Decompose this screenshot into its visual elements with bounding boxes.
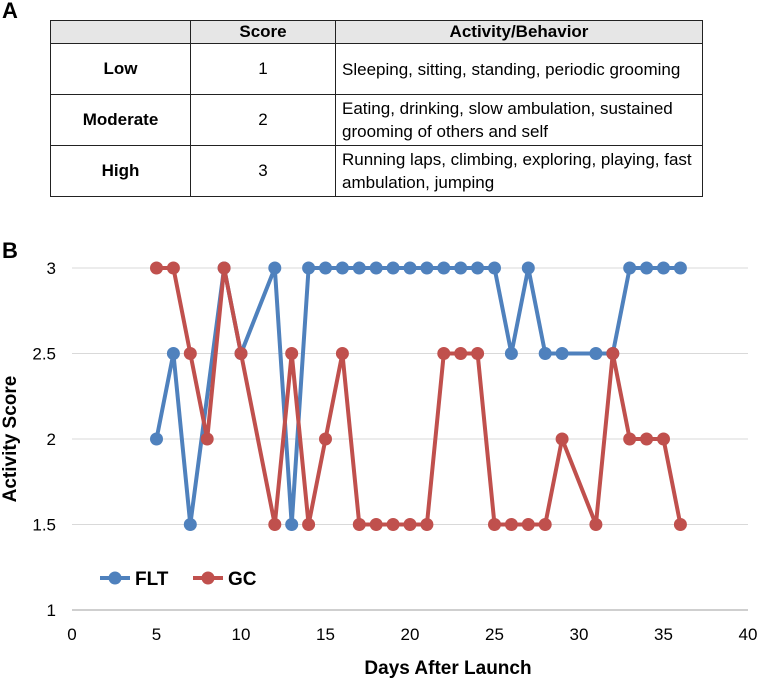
data-point-flt (352, 261, 366, 275)
data-point-flt (268, 261, 282, 275)
x-tick-label: 25 (485, 625, 504, 644)
data-point-gc (488, 518, 501, 531)
y-tick-label: 1 (47, 601, 56, 620)
activity-score-table: Score Activity/Behavior Low 1 Sleeping, … (50, 20, 703, 197)
data-point-flt (657, 261, 670, 275)
score-cell: 2 (190, 94, 336, 146)
data-point-flt (386, 261, 400, 275)
x-tick-label: 20 (401, 625, 420, 644)
data-point-gc (454, 347, 468, 360)
activity-level-cell: Low (50, 43, 191, 95)
x-tick-label: 5 (152, 625, 161, 644)
y-tick-label: 2.5 (32, 345, 56, 364)
activity-level-cell: Moderate (50, 94, 191, 146)
data-point-gc (437, 347, 451, 360)
series-line-flt (154, 266, 681, 527)
data-point-gc (555, 432, 569, 446)
data-point-flt (369, 261, 383, 275)
data-point-flt (673, 261, 687, 275)
data-point-flt (623, 261, 637, 275)
x-tick-label: 10 (232, 625, 251, 644)
x-tick-label: 15 (316, 625, 335, 644)
data-point-flt (437, 261, 451, 275)
data-point-flt (302, 261, 316, 275)
data-point-flt (521, 261, 535, 275)
y-tick-label: 1.5 (32, 516, 56, 535)
x-tick-label: 40 (739, 625, 758, 644)
data-point-gc (166, 261, 180, 275)
data-point-flt (538, 347, 552, 360)
data-point-flt (488, 261, 501, 275)
x-tick-label: 0 (67, 625, 76, 644)
data-point-flt (454, 261, 468, 275)
table-row: High 3 Running laps, climbing, exploring… (50, 145, 703, 197)
legend-swatch-marker (201, 571, 215, 585)
data-point-gc (200, 432, 214, 446)
activity-description-cell: Eating, drinking, slow ambulation, susta… (335, 94, 703, 146)
data-point-gc (217, 261, 231, 275)
x-tick-label: 35 (654, 625, 673, 644)
data-point-gc (352, 518, 366, 531)
data-point-gc (234, 347, 248, 360)
data-point-gc (302, 518, 316, 531)
data-point-gc (335, 347, 349, 360)
data-point-gc (403, 518, 417, 531)
data-point-flt (183, 518, 197, 531)
data-point-gc (521, 518, 535, 531)
x-tick-label: 30 (570, 625, 589, 644)
data-point-gc (589, 518, 603, 531)
data-point-flt (471, 261, 485, 275)
data-point-gc (606, 347, 620, 360)
legend-label: FLT (135, 569, 169, 590)
data-point-flt (319, 261, 332, 275)
score-cell: 3 (190, 145, 336, 197)
data-point-gc (471, 347, 485, 360)
activity-level-cell: High (50, 145, 191, 197)
y-tick-label: 3 (47, 259, 56, 278)
table-header-row: Score Activity/Behavior (50, 20, 703, 44)
x-axis-title: Days After Launch (364, 658, 531, 679)
y-axis-title: Activity Score (0, 376, 21, 503)
data-point-flt (403, 261, 417, 275)
data-point-flt (504, 347, 518, 360)
data-point-gc (369, 518, 383, 531)
data-point-gc (657, 432, 670, 446)
activity-description-cell: Running laps, climbing, exploring, playi… (335, 145, 703, 197)
data-point-gc (640, 432, 654, 446)
panel-a-label: A (2, 0, 18, 23)
legend-swatch-marker (108, 571, 122, 585)
y-tick-label: 2 (47, 430, 56, 449)
table-row: Moderate 2 Eating, drinking, slow ambula… (50, 94, 703, 146)
data-point-gc (420, 518, 434, 531)
score-cell: 1 (190, 43, 336, 95)
data-point-gc (673, 518, 687, 531)
data-point-gc (183, 347, 197, 360)
legend-label: GC (228, 569, 257, 590)
data-point-gc (285, 347, 299, 360)
data-point-flt (335, 261, 349, 275)
data-point-gc (150, 261, 163, 275)
data-point-gc (268, 518, 282, 531)
table-header-cell: Activity/Behavior (335, 20, 703, 44)
data-point-flt (420, 261, 434, 275)
data-point-gc (538, 518, 552, 531)
panel-b-label: B (2, 238, 18, 263)
data-point-flt (150, 432, 163, 446)
table-header-cell (50, 20, 191, 44)
data-point-flt (285, 518, 299, 531)
data-point-gc (623, 432, 637, 446)
activity-description-cell: Sleeping, sitting, standing, periodic gr… (335, 43, 703, 95)
data-point-flt (166, 347, 180, 360)
data-point-flt (640, 261, 654, 275)
table-header-cell: Score (190, 20, 336, 44)
table-row: Low 1 Sleeping, sitting, standing, perio… (50, 43, 703, 95)
series-line-gc (156, 266, 683, 527)
data-point-gc (504, 518, 518, 531)
data-point-gc (319, 432, 332, 446)
data-point-flt (589, 347, 603, 360)
data-point-gc (386, 518, 400, 531)
data-point-flt (555, 347, 569, 360)
